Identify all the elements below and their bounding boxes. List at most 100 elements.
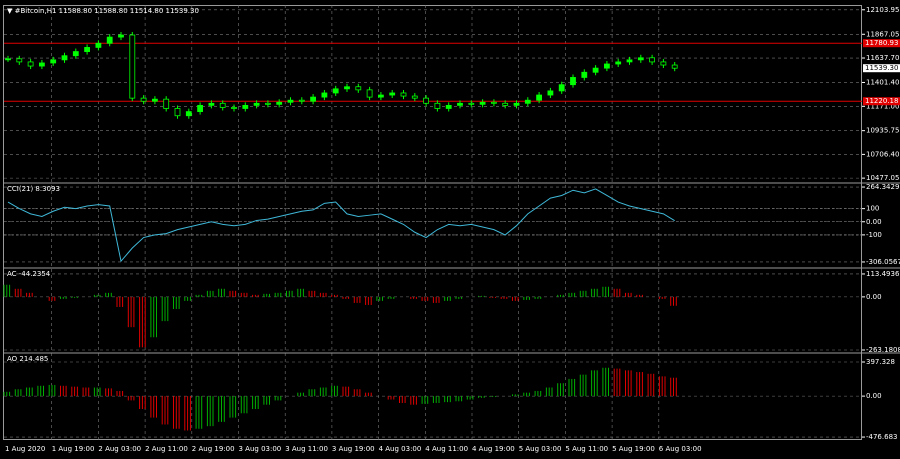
candle: [366, 89, 373, 98]
candle: [547, 90, 554, 96]
y-tick-label: -306.0567: [866, 258, 900, 266]
y-tick-label: 0.00: [866, 293, 882, 301]
candle: [479, 101, 486, 105]
y-tick-label: 264.3429: [866, 183, 899, 191]
candle: [434, 102, 441, 109]
candle: [524, 99, 531, 104]
candle: [163, 98, 170, 109]
candle: [649, 57, 655, 63]
candle: [615, 61, 622, 65]
candle: [389, 92, 396, 96]
last-price-label: 11539.30: [865, 64, 898, 72]
y-tick-label: 10935.75: [866, 127, 899, 135]
candle: [581, 71, 588, 78]
panel-title: AC -44.2354: [7, 270, 51, 278]
candle: [84, 47, 90, 52]
indicator-line: [7, 188, 675, 263]
y-tick-label: -263.1808: [866, 346, 900, 354]
candle: [72, 51, 79, 57]
time-label: 2 Aug 03:00: [98, 445, 141, 453]
candle: [490, 101, 497, 104]
candle: [197, 104, 204, 112]
y-tick-label: 0.00: [866, 218, 882, 226]
price-tag-label: 11780.93: [865, 39, 898, 47]
y-tick-label: 100: [866, 205, 879, 213]
chart-frame: [3, 5, 862, 440]
candle: [264, 102, 271, 105]
y-tick-label: 12103.95: [866, 6, 899, 14]
candle: [502, 102, 509, 106]
candle: [377, 94, 384, 98]
candle: [671, 64, 678, 69]
y-tick-label: -476.683: [866, 433, 897, 441]
candle: [626, 59, 633, 63]
time-label: 4 Aug 11:00: [425, 445, 468, 453]
candle: [332, 88, 339, 94]
candle: [287, 99, 294, 103]
candle: [411, 95, 418, 99]
time-label: 1 Aug 2020: [5, 445, 45, 453]
candle: [95, 42, 102, 48]
y-tick-label: 397.328: [866, 358, 895, 366]
candle: [570, 77, 576, 86]
candle: [39, 62, 45, 67]
candle: [5, 58, 11, 61]
candle: [457, 102, 463, 106]
candle: [151, 98, 158, 102]
time-label: 4 Aug 19:00: [472, 445, 515, 453]
panel-title: AO 214.485: [7, 355, 48, 363]
candle: [604, 63, 610, 69]
time-label: 2 Aug 19:00: [192, 445, 235, 453]
time-label: 3 Aug 19:00: [332, 445, 375, 453]
y-tick-label: 113.4936: [866, 270, 900, 278]
panel-title: CCI(21) 8.3093: [7, 185, 60, 193]
candle: [208, 102, 215, 106]
time-label: 3 Aug 11:00: [285, 445, 328, 453]
price-tag: [863, 39, 900, 48]
time-label: 5 Aug 19:00: [612, 445, 655, 453]
candle: [27, 61, 34, 67]
candle: [61, 55, 68, 61]
candle: [637, 57, 644, 61]
time-label: 4 Aug 03:00: [379, 445, 422, 453]
y-tick-label: 11401.40: [866, 78, 899, 86]
candle: [355, 86, 362, 91]
time-label: 3 Aug 03:00: [239, 445, 282, 453]
time-label: 2 Aug 11:00: [145, 445, 188, 453]
candle: [513, 102, 520, 106]
time-label: 6 Aug 03:00: [659, 445, 702, 453]
candle: [536, 94, 542, 101]
candle: [129, 34, 136, 99]
candle: [344, 86, 350, 90]
candle: [558, 84, 565, 92]
candle: [253, 102, 260, 106]
candle: [242, 104, 249, 109]
y-tick-label: 11637.70: [866, 54, 899, 62]
last-price-tag: [863, 64, 900, 73]
candle: [423, 97, 430, 104]
candle: [185, 111, 192, 117]
y-tick-label: 11171.00: [866, 102, 899, 110]
candle: [140, 97, 147, 102]
candle: [468, 102, 475, 105]
y-tick-label: -100: [866, 231, 882, 239]
candle: [231, 107, 237, 109]
candle: [310, 96, 317, 102]
candle: [118, 34, 124, 38]
candle: [298, 99, 305, 102]
candle: [592, 67, 599, 73]
candle: [321, 92, 328, 98]
candle: [106, 36, 113, 44]
y-tick-label: 0.00: [866, 392, 882, 400]
y-tick-label: 10477.05: [866, 174, 899, 182]
candle: [16, 58, 23, 63]
candle: [50, 59, 57, 64]
y-tick-label: 10706.40: [866, 150, 899, 158]
panel-title: ▼ #Bitcoin,H1 11588.80 11588.80 11514.80…: [7, 7, 199, 15]
time-label: 5 Aug 11:00: [565, 445, 608, 453]
time-label: 5 Aug 03:00: [519, 445, 562, 453]
candle: [276, 101, 283, 105]
